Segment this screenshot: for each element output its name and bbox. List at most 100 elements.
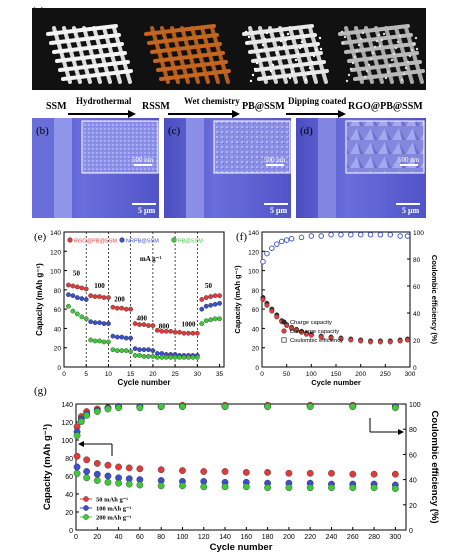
- mesh-particle: [249, 79, 253, 83]
- data-point: [172, 354, 178, 360]
- data-point: [278, 238, 285, 245]
- data-point: [208, 302, 214, 308]
- mesh-particle: [308, 66, 312, 70]
- x-tick-label: 0: [62, 371, 66, 378]
- data-point: [387, 339, 393, 345]
- inset-scale-b: 500 nm: [132, 156, 154, 164]
- data-point: [288, 235, 295, 242]
- data-point: [79, 296, 85, 301]
- mesh-particle: [282, 44, 286, 48]
- mesh-particle: [384, 76, 388, 80]
- x-tick-label: 35: [216, 371, 224, 378]
- x-tick-label: 30: [194, 371, 202, 378]
- x-tick-label: 260: [347, 534, 359, 541]
- data-point: [150, 348, 156, 354]
- data-point: [203, 295, 209, 300]
- mesh-particle: [290, 70, 294, 74]
- data-point: [73, 463, 81, 471]
- mesh-pb-ssm: [242, 24, 329, 84]
- data-point: [179, 403, 186, 410]
- x-tick-label: 20: [149, 371, 157, 378]
- data-point: [208, 317, 214, 323]
- x-tick-label: 120: [198, 534, 210, 541]
- x-tick-label: 240: [326, 534, 338, 541]
- legend-label: PB@SSM: [178, 239, 203, 245]
- x-tick-label: 100: [306, 371, 317, 378]
- mesh-particle: [265, 31, 269, 35]
- mesh-particle: [369, 57, 373, 61]
- y2-tick-label: 20: [413, 338, 421, 345]
- panel-label-g: (g): [34, 385, 47, 397]
- data-point: [285, 469, 293, 477]
- data-point: [212, 293, 218, 299]
- data-point: [66, 292, 71, 298]
- data-point: [92, 294, 98, 300]
- step-wet-chemistry: Wet chemistry: [184, 96, 240, 106]
- mesh-particle: [390, 58, 394, 62]
- mesh-particle: [343, 35, 347, 39]
- data-point: [212, 316, 218, 322]
- data-point: [123, 306, 129, 312]
- legend-label: Discharge capacity: [290, 329, 339, 335]
- data-point: [264, 403, 272, 410]
- mesh-particle: [298, 46, 302, 50]
- data-point: [308, 233, 315, 239]
- x-tick-label: 200: [283, 534, 295, 541]
- data-point: [168, 328, 174, 334]
- mesh-particle: [406, 60, 410, 64]
- data-point: [83, 456, 91, 464]
- y-tick-label: 100: [50, 269, 61, 276]
- data-point: [83, 297, 89, 302]
- y-tick-label: 20: [65, 510, 73, 517]
- mesh-wire: [190, 26, 210, 84]
- mesh-particle: [340, 30, 344, 34]
- y2-tick-label: 80: [413, 257, 421, 264]
- data-point: [73, 452, 81, 460]
- mesh-particle: [247, 35, 251, 39]
- legend-marker: [83, 505, 89, 511]
- data-point: [125, 480, 133, 488]
- data-point: [83, 316, 89, 322]
- y-tick-label: 0: [69, 528, 73, 535]
- data-point: [123, 335, 129, 341]
- data-point: [242, 468, 250, 476]
- data-point: [217, 300, 222, 306]
- mesh-wire: [374, 26, 394, 84]
- y2-tick-label: 40: [413, 311, 421, 318]
- data-point: [177, 354, 182, 360]
- data-point: [303, 331, 309, 337]
- mesh-particle: [259, 49, 263, 53]
- data-point: [348, 231, 354, 238]
- mesh-particle: [255, 61, 259, 65]
- mesh-particle: [415, 47, 419, 51]
- mesh-particle: [306, 72, 310, 76]
- data-point: [318, 334, 324, 340]
- data-point: [177, 329, 182, 335]
- data-point: [83, 468, 91, 475]
- data-point: [137, 347, 142, 353]
- data-point: [328, 469, 335, 477]
- data-point: [132, 346, 138, 352]
- x-tick-label: 220: [304, 534, 316, 541]
- mesh-particle: [312, 54, 316, 58]
- data-point: [141, 347, 147, 353]
- data-point: [66, 282, 71, 288]
- data-point: [79, 285, 85, 291]
- data-point: [194, 330, 200, 336]
- legend-label: 200 mAh g⁻¹: [96, 515, 131, 522]
- data-point: [141, 322, 147, 327]
- step-hydrothermal: Hydrothermal: [76, 96, 132, 106]
- data-point: [397, 233, 403, 239]
- data-point: [74, 295, 80, 300]
- mesh-particle: [251, 73, 255, 77]
- data-point: [358, 338, 364, 344]
- legend-marker: [67, 237, 73, 243]
- chart-f: 0 50 100 150 200 250 3000204060801001201400204…: [233, 230, 439, 387]
- data-point: [119, 334, 125, 340]
- y2-tick-label: 40: [409, 478, 417, 485]
- mesh-wire: [180, 26, 200, 84]
- data-point: [221, 403, 229, 410]
- y-tick-label: 0: [255, 365, 259, 372]
- panel-label-e: (e): [34, 231, 47, 243]
- x-tick-label: 0: [74, 534, 78, 541]
